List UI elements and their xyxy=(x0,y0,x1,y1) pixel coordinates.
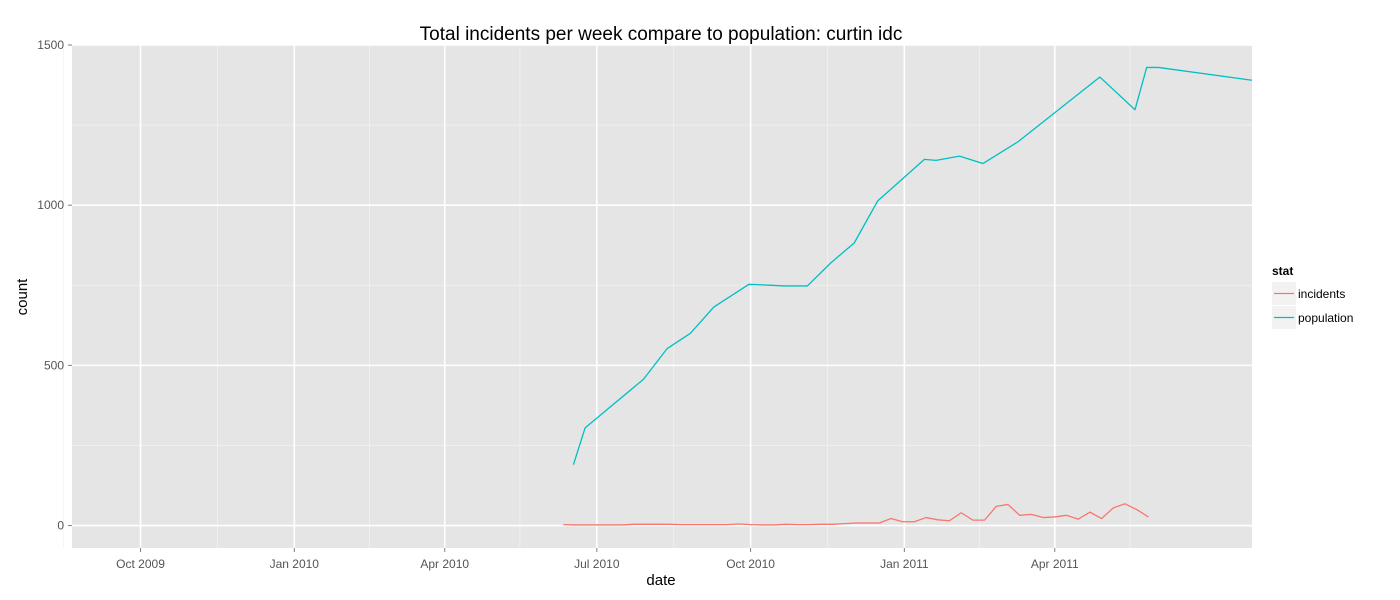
x-tick-label: Jul 2010 xyxy=(574,557,620,571)
x-tick-label: Oct 2010 xyxy=(726,557,775,571)
x-axis: Oct 2009 Jan 2010 Apr 2010 Jul 2010 Oct 2010… xyxy=(116,548,1079,571)
x-axis-title: date xyxy=(646,572,675,589)
y-tick-label: 1000 xyxy=(37,198,64,212)
y-axis: 0 500 1000 1500 xyxy=(37,38,72,533)
x-tick-label: Apr 2010 xyxy=(420,557,469,571)
y-axis-title: count xyxy=(14,278,31,316)
legend: stat incidents population xyxy=(1272,264,1353,329)
series-line-population xyxy=(572,66,1253,465)
series-lines xyxy=(563,66,1253,526)
legend-items: incidents population xyxy=(1272,282,1353,329)
chart-title: Total incidents per week compare to popu… xyxy=(420,24,903,45)
plot-panel xyxy=(72,45,1252,548)
series-line-incidents xyxy=(563,503,1149,526)
major-gridlines xyxy=(72,44,1252,548)
legend-label-incidents: incidents xyxy=(1298,287,1345,301)
x-tick-label: Oct 2009 xyxy=(116,557,165,571)
legend-label-population: population xyxy=(1298,311,1353,325)
y-tick-label: 0 xyxy=(57,519,64,533)
x-tick-label: Jan 2010 xyxy=(270,557,320,571)
legend-title: stat xyxy=(1272,264,1293,278)
x-tick-label: Apr 2011 xyxy=(1031,557,1079,571)
y-tick-label: 1500 xyxy=(37,38,64,52)
x-tick-label: Jan 2011 xyxy=(880,557,929,571)
y-tick-label: 500 xyxy=(44,358,64,372)
